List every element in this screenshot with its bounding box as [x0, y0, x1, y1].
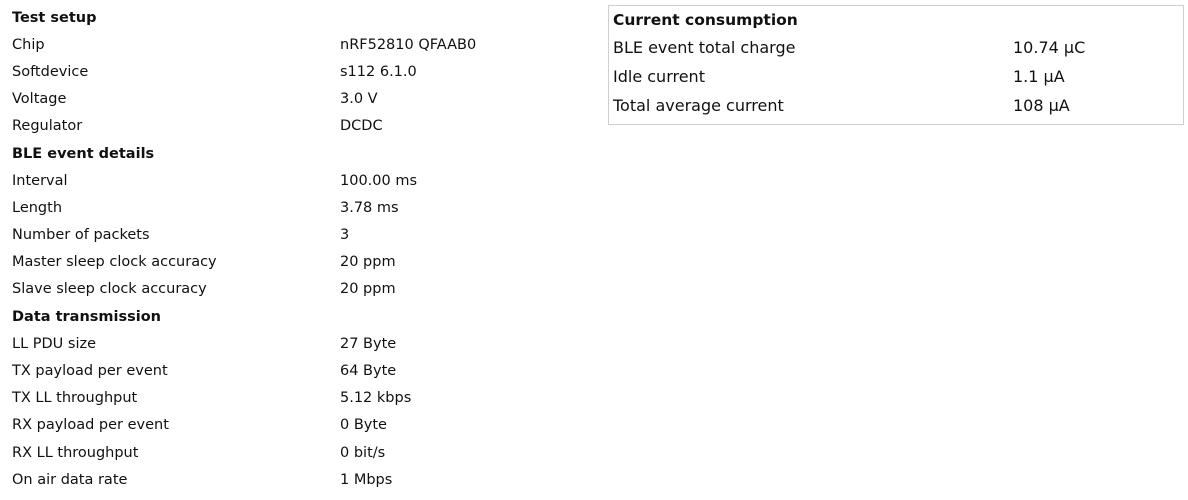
row-value: 27 Byte — [340, 335, 397, 352]
row-value: 108 µA — [1013, 96, 1070, 115]
number-of-packets-row: Number of packets 3 — [12, 222, 572, 249]
row-value: 100.00 ms — [340, 172, 418, 189]
on-air-data-rate-row: On air data rate 1 Mbps — [12, 466, 572, 493]
row-label: TX payload per event — [12, 363, 168, 380]
ll-pdu-size-row: LL PDU size 27 Byte — [12, 330, 572, 357]
row-label: Total average current — [613, 96, 784, 115]
row-value: 1 Mbps — [340, 471, 393, 488]
current-consumption-panel: Current consumption BLE event total char… — [608, 5, 1184, 125]
idle-current-row: Idle current 1.1 µA — [609, 62, 1183, 91]
row-value: 20 ppm — [340, 254, 396, 271]
row-value: 3.78 ms — [340, 199, 399, 216]
rx-payload-row: RX payload per event 0 Byte — [12, 412, 572, 439]
row-value: s112 6.1.0 — [340, 63, 417, 80]
row-label: TX LL throughput — [12, 390, 138, 407]
row-label: Idle current — [613, 67, 705, 86]
tx-throughput-row: TX LL throughput 5.12 kbps — [12, 385, 572, 412]
test-setup-heading: Test setup — [12, 9, 97, 26]
row-value: 64 Byte — [340, 363, 397, 380]
softdevice-row: Softdevice s112 6.1.0 — [12, 58, 572, 85]
row-value: 0 Byte — [340, 417, 387, 434]
voltage-row: Voltage 3.0 V — [12, 86, 572, 113]
row-value: 0 bit/s — [340, 444, 386, 461]
row-label: Chip — [12, 36, 45, 53]
parameters-panel: Test setup Chip nRF52810 QFAAB0 Softdevi… — [12, 4, 572, 493]
row-label: Number of packets — [12, 227, 150, 244]
tx-payload-row: TX payload per event 64 Byte — [12, 357, 572, 384]
regulator-row: Regulator DCDC — [12, 113, 572, 140]
total-average-current-row: Total average current 108 µA — [609, 91, 1183, 120]
row-label: BLE event total charge — [613, 38, 796, 57]
row-label: Regulator — [12, 118, 83, 135]
row-label: LL PDU size — [12, 335, 97, 352]
row-value: 10.74 µC — [1013, 38, 1086, 57]
row-label: On air data rate — [12, 471, 128, 488]
row-label: Master sleep clock accuracy — [12, 254, 217, 271]
master-sca-row: Master sleep clock accuracy 20 ppm — [12, 249, 572, 276]
ble-event-total-charge-row: BLE event total charge 10.74 µC — [609, 33, 1183, 62]
length-row: Length 3.78 ms — [12, 194, 572, 221]
row-value: nRF52810 QFAAB0 — [340, 36, 477, 53]
row-label: Softdevice — [12, 63, 89, 80]
row-value: 1.1 µA — [1013, 67, 1065, 86]
row-label: Length — [12, 199, 63, 216]
row-label: RX payload per event — [12, 417, 169, 434]
row-value: DCDC — [340, 118, 383, 135]
row-label: RX LL throughput — [12, 444, 139, 461]
chip-row: Chip nRF52810 QFAAB0 — [12, 31, 572, 58]
row-value: 5.12 kbps — [340, 390, 412, 407]
interval-row: Interval 100.00 ms — [12, 167, 572, 194]
row-label: Interval — [12, 172, 68, 189]
ble-event-details-heading: BLE event details — [12, 145, 155, 162]
row-label: Voltage — [12, 91, 67, 108]
rx-throughput-row: RX LL throughput 0 bit/s — [12, 439, 572, 466]
row-value: 3 — [340, 227, 350, 244]
row-label: Slave sleep clock accuracy — [12, 281, 207, 298]
slave-sca-row: Slave sleep clock accuracy 20 ppm — [12, 276, 572, 303]
data-transmission-heading: Data transmission — [12, 308, 162, 325]
row-value: 3.0 V — [340, 91, 378, 108]
current-consumption-heading: Current consumption — [613, 10, 798, 29]
row-value: 20 ppm — [340, 281, 396, 298]
